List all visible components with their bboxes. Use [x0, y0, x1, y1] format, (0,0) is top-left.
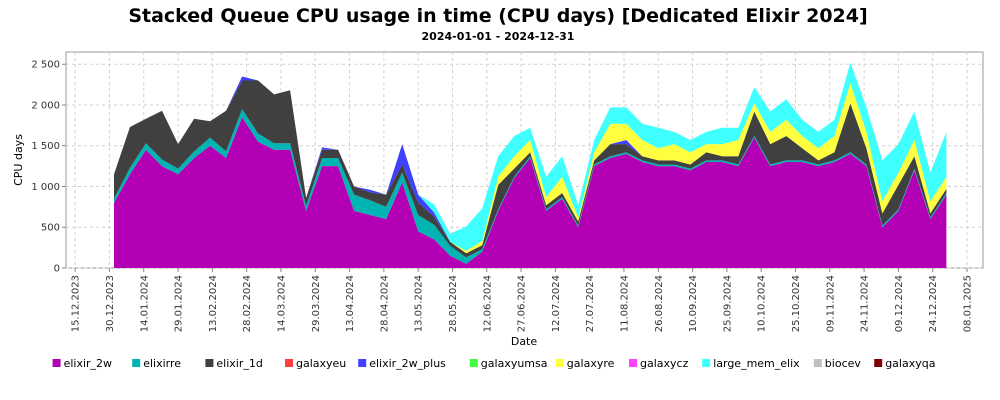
- legend-swatch: [52, 359, 61, 367]
- legend-swatch: [358, 359, 367, 367]
- x-tick-label: 12.07.2024: [551, 275, 562, 332]
- legend-label: galaxyeu: [296, 357, 346, 370]
- legend-item-elixir_1d: elixir_1d: [205, 357, 263, 370]
- legend-swatch: [813, 359, 822, 367]
- legend-swatch: [702, 359, 711, 367]
- x-tick-label: 09.11.2024: [825, 275, 836, 332]
- legend-label: galaxyumsa: [481, 357, 548, 370]
- x-tick-label: 30.12.2023: [105, 275, 116, 332]
- legend-label: biocev: [825, 357, 862, 370]
- x-tick-label: 25.10.2024: [791, 275, 802, 332]
- x-tick-label: 15.12.2023: [71, 275, 82, 332]
- x-tick-label: 29.01.2024: [174, 275, 185, 332]
- y-tick-label: 500: [41, 223, 60, 234]
- x-tick-label: 11.08.2024: [619, 275, 630, 332]
- legend-label: elixirre: [143, 357, 181, 370]
- legend: elixir_2w elixirre elixir_1d galaxyeu elixir…: [52, 357, 935, 370]
- x-tick-label: 27.07.2024: [585, 275, 596, 332]
- x-tick-label: 10.09.2024: [688, 275, 699, 332]
- x-tick-label: 09.12.2024: [894, 275, 905, 332]
- x-tick-label: 26.08.2024: [654, 275, 665, 332]
- legend-label: elixir_2w_plus: [369, 357, 446, 370]
- legend-item-galaxyre: galaxyre: [555, 357, 615, 370]
- x-tick-label: 28.02.2024: [242, 275, 253, 332]
- y-tick-label: 2 000: [31, 100, 60, 111]
- area-elixir_2w: [114, 117, 947, 268]
- legend-swatch: [874, 359, 883, 367]
- x-tick-label: 28.05.2024: [448, 275, 459, 332]
- legend-swatch: [132, 359, 141, 367]
- y-tick-label: 0: [54, 264, 60, 275]
- y-axis-label: CPU days: [12, 134, 25, 186]
- legend-label: large_mem_elix: [713, 357, 800, 370]
- legend-item-biocev: biocev: [813, 357, 862, 370]
- legend-swatch: [205, 359, 214, 367]
- y-tick-label: 1 500: [31, 141, 60, 152]
- x-tick-label: 12.06.2024: [482, 275, 493, 332]
- x-tick-label: 27.06.2024: [517, 275, 528, 332]
- legend-item-galaxycz: galaxycz: [629, 357, 689, 370]
- x-tick-label: 08.01.2025: [962, 275, 973, 332]
- legend-swatch: [629, 359, 637, 367]
- legend-item-galaxyumsa: galaxyumsa: [469, 357, 548, 370]
- x-tick-label: 29.03.2024: [311, 275, 322, 332]
- legend-label: galaxyqa: [885, 357, 935, 370]
- x-axis-label: Date: [511, 335, 538, 348]
- y-tick-label: 1 000: [31, 182, 60, 193]
- x-tick-label: 13.05.2024: [414, 275, 425, 332]
- legend-item-galaxyqa: galaxyqa: [874, 357, 935, 370]
- legend-item-galaxyeu: galaxyeu: [285, 357, 346, 370]
- legend-label: elixir_2w: [64, 357, 112, 370]
- legend-swatch: [555, 359, 564, 367]
- x-tick-label: 14.03.2024: [276, 275, 287, 332]
- legend-item-elixirre: elixirre: [132, 357, 181, 370]
- x-tick-label: 10.10.2024: [757, 275, 768, 332]
- x-axis: 15.12.2023 30.12.2023 14.01.2024 29.01.2024…: [71, 268, 973, 332]
- legend-label: galaxyre: [567, 357, 615, 370]
- chart-title: Stacked Queue CPU usage in time (CPU day…: [128, 5, 867, 27]
- y-axis: 0 500 1 000 1 500 2 000 2 500: [31, 60, 66, 275]
- x-tick-label: 24.11.2024: [860, 275, 871, 332]
- legend-label: galaxycz: [640, 357, 689, 370]
- legend-item-elixir_2w: elixir_2w: [52, 357, 112, 370]
- x-tick-label: 24.12.2024: [928, 275, 939, 332]
- x-tick-label: 25.09.2024: [722, 275, 733, 332]
- legend-item-large_mem_elix: large_mem_elix: [702, 357, 800, 370]
- legend-label: elixir_1d: [216, 357, 262, 370]
- x-tick-label: 13.04.2024: [345, 275, 356, 332]
- stacked-areas: [114, 62, 947, 268]
- legend-swatch: [285, 359, 293, 367]
- legend-swatch: [469, 359, 478, 367]
- x-tick-label: 13.02.2024: [208, 275, 219, 332]
- legend-item-elixir_2w_plus: elixir_2w_plus: [358, 357, 446, 370]
- y-tick-label: 2 500: [31, 60, 60, 71]
- x-tick-label: 14.01.2024: [139, 275, 150, 332]
- chart-subtitle: 2024-01-01 - 2024-12-31: [422, 30, 575, 43]
- x-tick-label: 28.04.2024: [379, 275, 390, 332]
